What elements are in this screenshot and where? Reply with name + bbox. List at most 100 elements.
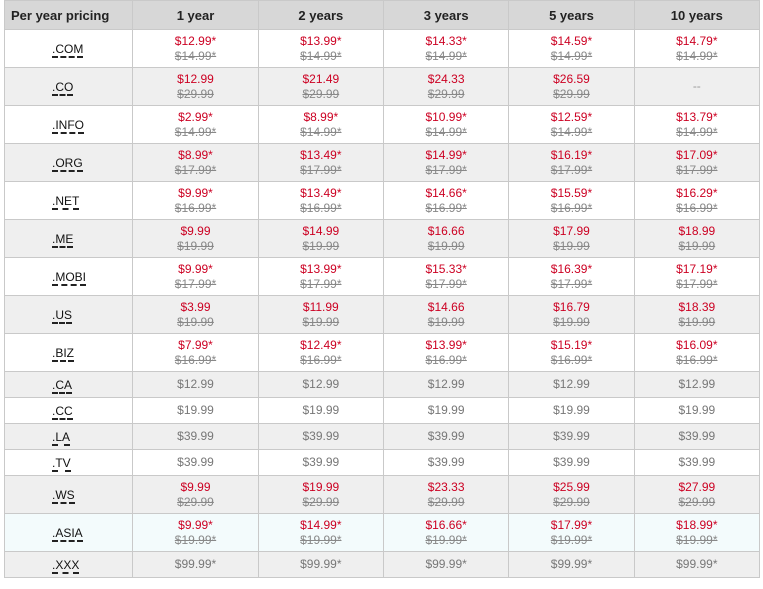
tld-link[interactable]: .ME [52,231,74,248]
header-row: Per year pricing 1 year 2 years 3 years … [3,0,761,30]
original-price: $19.99 [302,314,340,329]
price-cell: $12.99 [257,371,384,398]
original-price: $14.99* [174,48,217,63]
current-price: $16.19* [550,147,593,162]
original-price: $19.99* [300,532,342,547]
original-price: $17.99* [676,162,718,177]
current-price: $14.66* [425,185,467,200]
price-cell: $9.99 $29.99 [132,475,259,514]
tld-link[interactable]: .US [52,307,73,324]
original-price: $19.99 [553,314,590,329]
original-price: $29.99 [177,86,214,101]
price-cell: $17.19* $17.99* [633,257,761,296]
price-cell: $39.99 [132,423,259,450]
current-price: $14.33* [425,33,467,48]
price-cell: $14.99* $19.99* [257,513,384,552]
tld-link[interactable]: .WS [52,487,75,504]
current-price: $8.99* [178,147,213,162]
current-price: $19.99 [302,479,340,494]
table-row: .ORG $8.99* $17.99* $13.49* $17.99* $14.99* $1… [3,143,761,182]
table-row: .CA $12.99 $12.99 $12.99 $12.99 $12.99 [3,371,761,398]
header-2-years: 2 years [257,0,384,30]
tld-link[interactable]: .COM [52,41,84,58]
tld-link[interactable]: .BIZ [52,345,75,362]
current-price: $11.99 [302,299,339,314]
price-cell: $3.99 $19.99 [132,295,259,334]
original-price: $19.99 [177,314,214,329]
current-price: $14.66 [427,299,465,314]
tld-link[interactable]: .NET [52,193,80,210]
tld-cell: .ME [3,219,134,258]
tld-link[interactable]: .ASIA [52,525,83,542]
tld-cell: .INFO [3,105,134,144]
price-cell: $15.33* $17.99* [382,257,510,296]
original-price: $16.99* [174,352,217,367]
tld-link[interactable]: .XXX [52,557,80,574]
tld-link[interactable]: .LA [52,429,71,446]
price-cell: $12.99* $14.99* [132,29,259,68]
header-1-year: 1 year [132,0,259,30]
current-price: $19.99 [427,403,465,417]
tld-link[interactable]: .ORG [52,155,83,172]
tld-link[interactable]: .INFO [52,117,84,134]
original-price: $16.99* [425,352,467,367]
current-price: $27.99 [678,479,716,494]
price-cell: $16.79 $19.99 [508,295,635,334]
current-price: $16.39* [550,261,593,276]
price-cell: $12.99 [382,371,510,398]
price-cell: $99.99* [508,551,635,578]
table-row: .TV $39.99 $39.99 $39.99 $39.99 $39.99 [3,449,761,476]
original-price: $29.99 [427,494,465,509]
current-price: $99.99* [676,557,718,571]
tld-link[interactable]: .TV [52,455,71,472]
current-price: $39.99 [427,455,465,469]
price-cell: $12.99 [508,371,635,398]
price-cell: $12.99 $29.99 [132,67,259,106]
price-cell: $18.39 $19.99 [633,295,761,334]
tld-cell: .CC [3,397,134,424]
price-cell: $13.49* $17.99* [257,143,384,182]
current-price: $18.39 [678,299,716,314]
original-price: $19.99 [177,238,214,253]
tld-link[interactable]: .MOBI [52,269,87,286]
tld-cell: .BIZ [3,333,134,372]
original-price: $29.99 [302,494,340,509]
price-cell: $14.33* $14.99* [382,29,510,68]
price-cell: $39.99 [633,449,761,476]
current-price: $12.99* [174,33,217,48]
tld-link[interactable]: .CC [52,403,73,420]
current-price: $16.79 [553,299,590,314]
tld-cell: .ORG [3,143,134,182]
current-price: $25.99 [553,479,590,494]
price-cell: $19.99 [257,397,384,424]
current-price: $39.99 [302,429,340,443]
original-price: $29.99 [302,86,340,101]
tld-link[interactable]: .CA [52,377,73,394]
price-cell: $15.19* $16.99* [508,333,635,372]
current-price: $13.49* [300,147,342,162]
tld-link[interactable]: .CO [52,79,74,96]
price-cell: $2.99* $14.99* [132,105,259,144]
price-cell: $13.99* $16.99* [382,333,510,372]
current-price: $39.99 [427,429,465,443]
current-price: $19.99 [177,403,214,417]
current-price: $9.99* [178,517,213,532]
original-price: $17.99* [300,276,342,291]
current-price: $39.99 [678,455,716,469]
original-price: $19.99 [678,314,716,329]
price-cell: $14.99 $19.99 [257,219,384,258]
current-price: $13.99* [300,33,342,48]
price-cell: $10.99* $14.99* [382,105,510,144]
original-price: $14.99* [676,124,718,139]
price-cell: $23.33 $29.99 [382,475,510,514]
table-row: .CC $19.99 $19.99 $19.99 $19.99 $19.99 [3,397,761,424]
price-cell: $17.99* $19.99* [508,513,635,552]
price-cell: $14.99* $17.99* [382,143,510,182]
price-cell: $16.66 $19.99 [382,219,510,258]
current-price: $12.99 [177,377,214,391]
original-price: $14.99* [174,124,217,139]
current-price: $16.29* [676,185,718,200]
price-cell: $9.99 $19.99 [132,219,259,258]
current-price: $19.99 [553,403,590,417]
price-cell: $9.99* $19.99* [132,513,259,552]
